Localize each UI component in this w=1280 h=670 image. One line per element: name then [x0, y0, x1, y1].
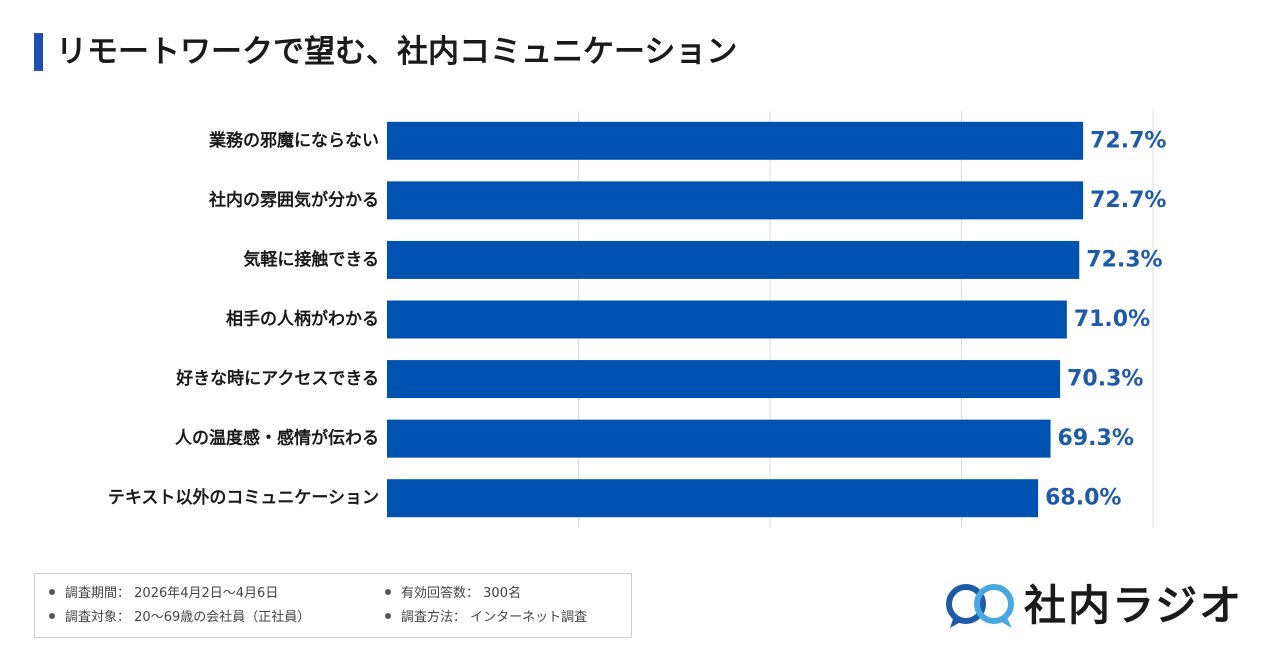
- survey-period-label: 調査期間：: [65, 586, 131, 601]
- bar: [387, 360, 1061, 399]
- survey-method-label: 調査方法：: [401, 610, 467, 625]
- labels: 業務の邪魔にならない 72.7% 社内の雰囲気が分かる 72.7% 気軽に接触できる 72…: [108, 128, 1167, 510]
- category-label: 社内の雰囲気が分かる: [208, 189, 379, 210]
- value-label: 69.3%: [1058, 426, 1134, 451]
- bar: [387, 240, 1080, 279]
- value-label: 72.7%: [1090, 128, 1166, 153]
- survey-target: 調査対象： 20〜69歳の会社員（正社員）: [49, 609, 310, 627]
- survey-method: 調査方法： インターネット調査: [385, 609, 587, 627]
- category-label: 業務の邪魔にならない: [209, 130, 379, 151]
- title-accent-bar: [34, 33, 43, 71]
- category-label: 気軽に接触できる: [242, 249, 379, 270]
- category-label: 人の温度感・感情が伝わる: [175, 428, 379, 449]
- category-label: 相手の人柄がわかる: [226, 309, 379, 330]
- bullet-icon: [49, 612, 55, 619]
- bar: [387, 121, 1084, 160]
- bar: [387, 181, 1084, 220]
- bar: [387, 479, 1039, 518]
- survey-respondents-value: 300名: [483, 586, 521, 601]
- survey-period: 調査期間： 2026年4月2日〜4月6日: [49, 585, 278, 603]
- bullet-icon: [385, 588, 391, 595]
- survey-respondents: 有効回答数： 300名: [385, 585, 521, 603]
- bar: [387, 419, 1051, 458]
- bar: [387, 300, 1067, 339]
- bullet-icon: [385, 612, 391, 619]
- brand-logo: 社内ラジオ: [944, 578, 1254, 634]
- speech-bubbles-icon: [946, 584, 1014, 628]
- category-label: 好きな時にアクセスできる: [175, 368, 379, 389]
- brand-name: 社内ラジオ: [1024, 581, 1244, 630]
- survey-period-value: 2026年4月2日〜4月6日: [134, 586, 279, 601]
- survey-target-value: 20〜69歳の会社員（正社員）: [134, 610, 311, 625]
- value-label: 70.3%: [1067, 367, 1143, 392]
- value-label: 72.7%: [1090, 188, 1166, 213]
- bars: [387, 121, 1084, 518]
- value-label: 71.0%: [1074, 307, 1150, 332]
- value-label: 72.3%: [1086, 247, 1162, 272]
- bar-chart: 業務の邪魔にならない 72.7% 社内の雰囲気が分かる 72.7% 気軽に接触できる 72…: [108, 111, 1167, 528]
- value-label: 68.0%: [1045, 486, 1121, 511]
- survey-target-label: 調査対象：: [65, 610, 131, 625]
- survey-respondents-label: 有効回答数：: [401, 586, 480, 601]
- category-label: テキスト以外のコミュニケーション: [108, 487, 379, 508]
- survey-info-box: 調査期間： 2026年4月2日〜4月6日 調査対象： 20〜69歳の会社員（正社…: [34, 573, 632, 638]
- survey-method-value: インターネット調査: [470, 610, 588, 625]
- page-title: リモートワークで望む、社内コミュニケーション: [56, 34, 738, 70]
- bullet-icon: [49, 588, 55, 595]
